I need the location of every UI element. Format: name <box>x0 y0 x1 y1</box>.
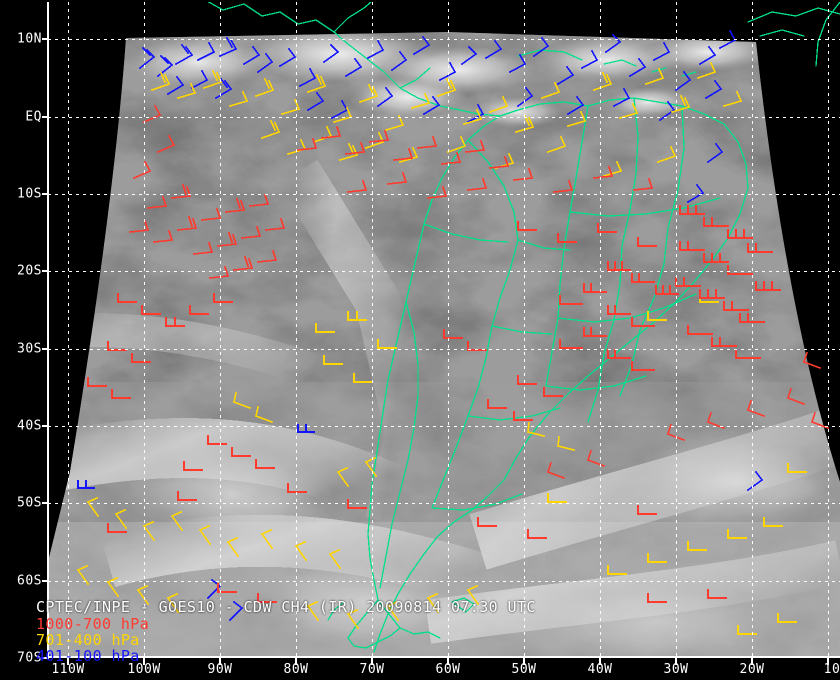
x-tick-mark <box>371 658 373 665</box>
x-tick-mark <box>67 658 69 665</box>
x-tick-mark <box>143 658 145 665</box>
y-tick-mark <box>42 116 49 118</box>
x-axis-label-110w: 110W <box>51 662 85 677</box>
legend-item-mid-level: 701-400 hPa <box>36 631 140 649</box>
x-tick-mark <box>675 658 677 665</box>
x-axis-label-40w: 40W <box>587 662 613 677</box>
y-axis-label-eq: EQ <box>25 109 42 125</box>
y-axis-label-70s: 70S <box>17 650 42 666</box>
product-caption: CPTEC/INPE - GOES10 - CDW CH4 (IR) 20090… <box>36 598 536 616</box>
y-axis-label-20s: 20S <box>17 263 42 279</box>
y-axis-label-60s: 60S <box>17 573 42 589</box>
x-tick-mark <box>599 658 601 665</box>
satellite-plot-area <box>48 2 840 657</box>
coastline-overlay <box>207 2 840 653</box>
wind-barbs-mid <box>76 61 807 635</box>
x-axis-label-90w: 90W <box>207 662 233 677</box>
y-axis-label-10s: 10S <box>17 186 42 202</box>
y-tick-mark <box>42 580 49 582</box>
x-tick-mark <box>827 658 829 665</box>
legend-item-high-level: 401-100 hPa <box>36 647 140 665</box>
x-axis-label-10w: 10 <box>823 662 840 677</box>
y-tick-mark <box>42 38 49 40</box>
y-axis-line <box>47 2 49 657</box>
y-tick-mark <box>42 270 49 272</box>
x-tick-mark <box>523 658 525 665</box>
x-axis-line <box>47 656 840 658</box>
y-axis-label-40s: 40S <box>17 418 42 434</box>
wind-barbs-high <box>77 29 764 622</box>
y-tick-mark <box>42 348 49 350</box>
y-axis-label-30s: 30S <box>17 341 42 357</box>
x-axis-label-80w: 80W <box>283 662 309 677</box>
x-axis-label-60w: 60W <box>435 662 461 677</box>
y-axis-label-10n: 10N <box>17 31 42 47</box>
wind-barbs-low <box>87 104 830 603</box>
x-axis-label-30w: 30W <box>663 662 689 677</box>
x-tick-mark <box>219 658 221 665</box>
legend-item-low-level: 1000-700 hPa <box>36 615 150 633</box>
y-tick-mark <box>42 502 49 504</box>
y-axis-label-50s: 50S <box>17 495 42 511</box>
y-tick-mark <box>42 193 49 195</box>
satellite-imagery <box>48 2 840 657</box>
x-axis-label-70w: 70W <box>359 662 385 677</box>
x-axis-label-50w: 50W <box>511 662 537 677</box>
x-tick-mark <box>295 658 297 665</box>
y-tick-mark <box>42 425 49 427</box>
x-axis-label-20w: 20W <box>739 662 765 677</box>
x-axis-label-100w: 100W <box>127 662 161 677</box>
x-tick-mark <box>751 658 753 665</box>
x-tick-mark <box>447 658 449 665</box>
y-tick-mark <box>42 657 49 659</box>
